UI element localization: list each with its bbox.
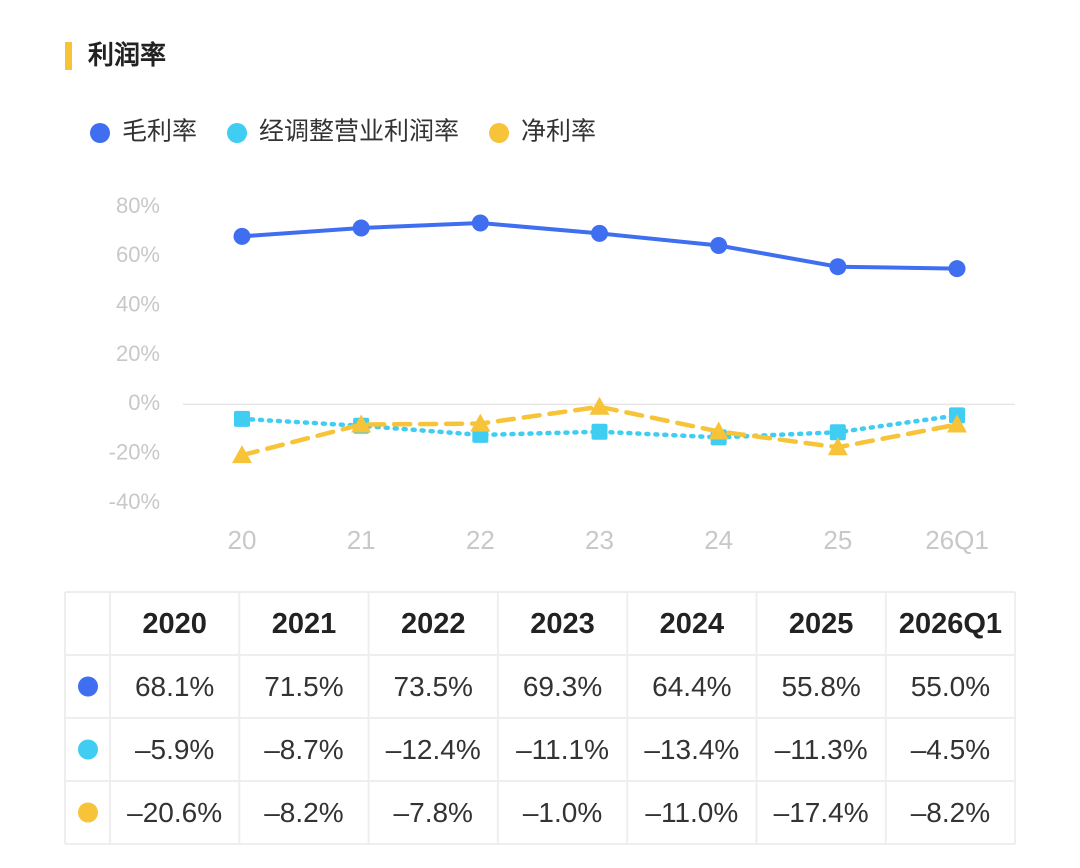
data-point: [351, 414, 372, 433]
table-cell: 73.5%: [394, 671, 473, 702]
data-point: [827, 437, 848, 456]
legend-swatch: [489, 123, 510, 143]
table-header: 2025: [789, 608, 854, 640]
title-accent: [65, 42, 72, 70]
table-cell: –5.9%: [135, 734, 214, 765]
x-tick-label: 23: [585, 525, 614, 555]
table-cell: 69.3%: [523, 671, 602, 702]
x-tick-label: 24: [704, 525, 733, 555]
table-cell: 68.1%: [135, 671, 214, 702]
legend-swatch: [90, 123, 110, 143]
legend-label: 净利率: [521, 118, 596, 146]
legend-label: 毛利率: [122, 118, 197, 146]
table-cell: –11.3%: [775, 734, 868, 765]
y-tick-label: 40%: [116, 291, 160, 316]
table-cell: –17.4%: [774, 797, 869, 828]
table-row-swatch: [78, 802, 98, 823]
data-point: [947, 414, 967, 433]
table-cell: –13.4%: [644, 734, 739, 765]
y-tick-label: -20%: [109, 439, 160, 464]
data-point: [471, 214, 489, 232]
table-cell: –8.2%: [264, 797, 343, 828]
table-header: 2021: [272, 608, 337, 640]
x-tick-label: 26Q1: [925, 525, 989, 555]
data-point: [948, 260, 966, 278]
data-point: [829, 258, 847, 276]
table-cell: 55.8%: [781, 671, 860, 702]
data-point: [591, 224, 608, 242]
table-cell: –7.8%: [394, 797, 473, 828]
y-tick-label: 0%: [128, 390, 160, 415]
data-point: [829, 424, 846, 441]
table-row-swatch: [78, 676, 98, 697]
chart-title: 利润率: [88, 40, 166, 70]
table-cell: –8.2%: [911, 797, 990, 828]
table-cell: 64.4%: [652, 671, 731, 702]
legend-swatch: [227, 123, 248, 143]
table-header: 2023: [530, 608, 595, 640]
x-tick-label: 20: [228, 525, 257, 555]
y-tick-label: 60%: [116, 242, 160, 267]
y-tick-label: -40%: [109, 489, 160, 514]
x-tick-label: 22: [466, 525, 495, 555]
table-cell: –1.0%: [523, 797, 602, 828]
table-cell: 55.0%: [911, 671, 990, 702]
data-point: [232, 445, 252, 464]
data-point: [710, 236, 728, 254]
table-header: 2026Q1: [899, 608, 1002, 640]
table-header: 2024: [660, 608, 725, 640]
table-header: 2020: [142, 608, 207, 640]
y-tick-label: 80%: [116, 193, 160, 218]
table-cell: –11.0%: [645, 797, 738, 828]
data-point: [352, 219, 370, 237]
table-cell: 71.5%: [264, 671, 343, 702]
table-cell: –4.5%: [911, 734, 990, 765]
table-header: 2022: [401, 608, 466, 640]
x-tick-label: 21: [347, 525, 376, 555]
data-point: [591, 423, 608, 440]
data-point: [589, 396, 610, 415]
y-tick-label: 20%: [116, 341, 160, 366]
legend-label: 经调整营业利润率: [259, 118, 459, 146]
data-point: [470, 413, 491, 432]
table-cell: –12.4%: [386, 734, 481, 765]
table-cell: –8.7%: [264, 734, 343, 765]
data-point: [233, 227, 251, 245]
table-row-swatch: [78, 739, 98, 760]
table-cell: –11.1%: [516, 734, 609, 765]
data-point: [234, 410, 250, 427]
data-point: [708, 421, 729, 440]
table-cell: –20.6%: [127, 797, 222, 828]
x-tick-label: 25: [823, 525, 852, 555]
